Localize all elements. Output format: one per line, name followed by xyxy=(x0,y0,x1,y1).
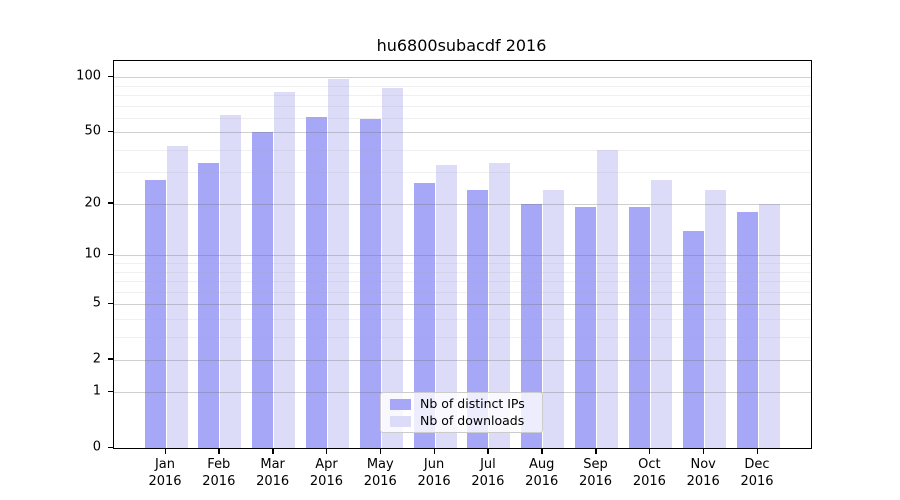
legend-label-distinct-ips: Nb of distinct IPs xyxy=(420,396,525,411)
ytick-label-20: 20 xyxy=(84,195,101,211)
xtick-mark-may xyxy=(379,448,382,454)
xtick-label-mar: Mar 2016 xyxy=(256,457,290,489)
bar-downloads-aug xyxy=(543,189,565,448)
ytick-label-2: 2 xyxy=(92,351,101,367)
ytick-label-100: 100 xyxy=(76,68,101,84)
ytick-mark-0 xyxy=(108,446,113,448)
xtick-mark-jul xyxy=(487,448,489,454)
gridline-minor-3 xyxy=(114,336,811,338)
xtick-label-aug: Aug 2016 xyxy=(525,457,559,489)
gridline-major-10 xyxy=(114,255,811,257)
bar-distinct-ips-aug xyxy=(521,203,543,448)
gridline-minor-80 xyxy=(114,95,811,97)
bar-downloads-apr xyxy=(327,79,349,448)
bar-distinct-ips-sep xyxy=(575,207,597,448)
ytick-label-5: 5 xyxy=(92,295,101,311)
xtick-mark-oct xyxy=(648,448,651,454)
xtick-mark-jun xyxy=(433,448,436,454)
ytick-label-0: 0 xyxy=(92,439,101,455)
gridline-minor-90 xyxy=(114,85,811,87)
bar-distinct-ips-jul xyxy=(467,189,489,448)
xtick-label-jul: Jul 2016 xyxy=(471,457,505,489)
ytick-mark-20 xyxy=(108,202,113,204)
bar-downloads-mar xyxy=(274,92,296,448)
gridline-minor-9 xyxy=(114,263,811,265)
xtick-mark-nov xyxy=(702,448,705,454)
xtick-mark-mar xyxy=(272,448,274,454)
bar-distinct-ips-jan xyxy=(144,180,166,448)
xtick-mark-jan xyxy=(164,448,166,454)
gridline-minor-70 xyxy=(114,105,811,107)
bar-downloads-feb xyxy=(220,115,242,448)
xtick-label-oct: Oct 2016 xyxy=(632,457,666,489)
gridline-minor-60 xyxy=(114,117,811,119)
xtick-mark-apr xyxy=(325,448,328,454)
xtick-label-sep: Sep 2016 xyxy=(578,457,613,489)
xtick-label-feb: Feb 2016 xyxy=(202,457,236,489)
bar-downloads-jul xyxy=(489,162,511,448)
gridline-major-20 xyxy=(114,203,811,205)
ytick-label-1: 1 xyxy=(92,383,101,399)
bar-downloads-may xyxy=(381,88,403,448)
bar-distinct-ips-jun xyxy=(413,183,435,448)
distinct-ips-swatch xyxy=(390,398,411,410)
gridline-major-2 xyxy=(114,359,811,361)
bar-distinct-ips-apr xyxy=(305,116,327,448)
xtick-label-may: May 2016 xyxy=(363,457,397,489)
bar-downloads-dec xyxy=(758,203,780,448)
gridline-minor-4 xyxy=(114,318,811,320)
xtick-label-jun: Jun 2016 xyxy=(417,457,451,489)
gridline-major-100 xyxy=(114,77,811,79)
legend: Nb of distinct IPs Nb of downloads xyxy=(380,392,543,433)
bar-downloads-jan xyxy=(166,145,188,448)
bar-distinct-ips-dec xyxy=(736,211,758,448)
gridline-major-5 xyxy=(114,304,811,306)
legend-row-downloads: Nb of downloads xyxy=(390,414,542,428)
bar-distinct-ips-nov xyxy=(682,230,704,448)
ytick-mark-10 xyxy=(108,253,113,256)
bar-downloads-oct xyxy=(650,180,672,448)
gridline-minor-30 xyxy=(114,172,811,174)
legend-label-downloads: Nb of downloads xyxy=(420,413,525,428)
ytick-label-10: 10 xyxy=(84,246,101,262)
bar-distinct-ips-feb xyxy=(198,162,220,448)
bar-distinct-ips-mar xyxy=(252,132,274,448)
bar-distinct-ips-may xyxy=(359,119,381,448)
xtick-mark-feb xyxy=(218,448,220,454)
plot-area xyxy=(113,60,812,449)
downloads-swatch xyxy=(390,415,411,427)
bar-downloads-nov xyxy=(704,189,726,448)
gridline-major-50 xyxy=(114,132,811,134)
xtick-label-nov: Nov 2016 xyxy=(686,457,720,489)
gridline-minor-8 xyxy=(114,271,811,273)
gridline-minor-7 xyxy=(114,281,811,283)
xtick-mark-sep xyxy=(595,448,597,454)
xtick-label-jan: Jan 2016 xyxy=(148,457,182,489)
bar-distinct-ips-oct xyxy=(628,207,650,448)
ytick-mark-50 xyxy=(108,130,113,133)
bar-downloads-sep xyxy=(597,149,619,448)
chart-title: hu6800subacdf 2016 xyxy=(376,36,547,55)
xtick-mark-dec xyxy=(756,448,758,454)
ytick-mark-1 xyxy=(108,390,113,393)
ytick-mark-100 xyxy=(108,75,113,78)
xtick-label-apr: Apr 2016 xyxy=(309,457,343,489)
xtick-mark-aug xyxy=(541,448,543,454)
ytick-label-50: 50 xyxy=(84,123,101,139)
ytick-mark-2 xyxy=(108,358,113,360)
xtick-label-dec: Dec 2016 xyxy=(740,457,774,489)
ytick-mark-5 xyxy=(108,302,113,305)
bar-downloads-jun xyxy=(435,164,457,448)
gridline-minor-6 xyxy=(114,291,811,293)
gridline-minor-40 xyxy=(114,149,811,151)
legend-row-distinct-ips: Nb of distinct IPs xyxy=(390,397,542,411)
